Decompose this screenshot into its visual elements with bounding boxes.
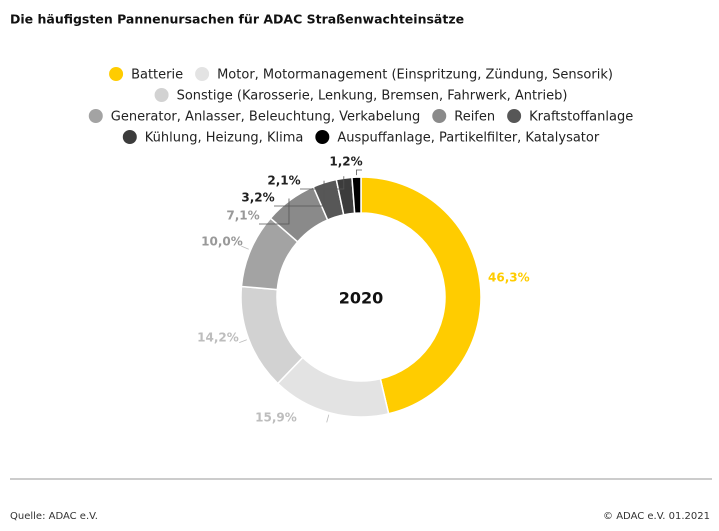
legend-marker [88, 109, 103, 123]
chart-title: Die häufigsten Pannenursachen für ADAC S… [10, 12, 464, 27]
leader-line [241, 245, 249, 250]
value-label: 7,1% [226, 209, 259, 223]
legend-label: Batterie [131, 68, 183, 83]
value-label: 14,2% [197, 331, 239, 345]
legend-label: Reifen [454, 110, 495, 125]
value-label: 1,2% [329, 155, 362, 169]
donut-slice [351, 176, 362, 215]
legend-label: Kühlung, Heizung, Klima [145, 131, 304, 146]
legend-marker [432, 109, 447, 123]
leader-line [300, 176, 345, 190]
legend-marker [507, 109, 522, 123]
leader-line [356, 169, 362, 176]
value-label: 3,2% [241, 191, 274, 205]
legend-label: Auspuffanlage, Partikelfilter, Katalysat… [337, 131, 600, 146]
value-label: 46,3% [488, 271, 530, 285]
leader-line [326, 414, 330, 423]
center-label: 2020 [339, 289, 384, 308]
leader-line [239, 339, 247, 343]
legend-label: Generator, Anlasser, Beleuchtung, Verkab… [111, 110, 420, 125]
legend-label: Sonstige (Karosserie, Lenkung, Bremsen, … [177, 89, 568, 104]
value-label: 15,9% [255, 411, 297, 425]
source: Quelle: ADAC e.V. [10, 511, 98, 522]
legend-marker [109, 67, 124, 81]
donut-slice [360, 176, 482, 415]
legend-marker [315, 130, 330, 144]
legend-marker [154, 88, 169, 102]
legend-marker [122, 130, 137, 144]
legend-label: Motor, Motormanagement (Einspritzung, Zü… [217, 68, 613, 83]
legend-marker [195, 67, 210, 81]
legend-label: Kraftstoffanlage [529, 110, 633, 125]
value-label: 2,1% [267, 174, 300, 188]
value-label: 10,0% [201, 235, 243, 249]
leader-line [259, 198, 290, 225]
copyright: © ADAC e.V. 01.2021 [603, 511, 710, 522]
